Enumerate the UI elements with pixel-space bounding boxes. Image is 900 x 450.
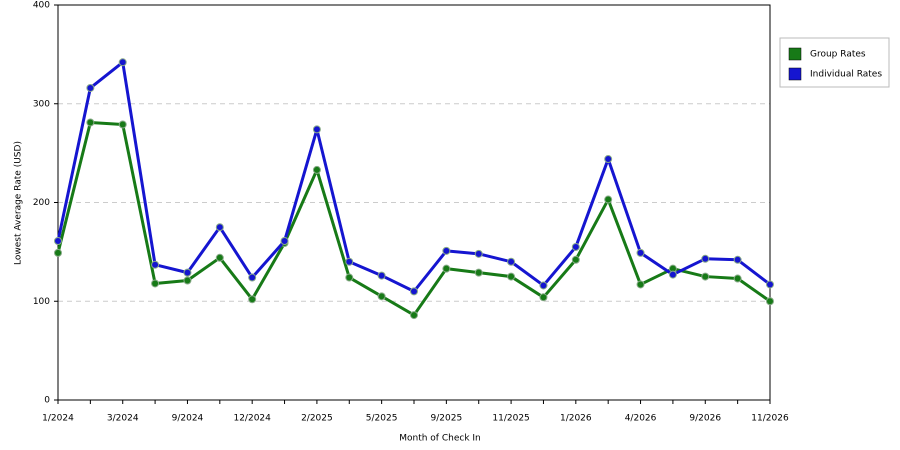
data-point xyxy=(54,237,62,246)
x-tick-label: 3/2024 xyxy=(107,414,139,424)
data-point xyxy=(86,118,95,127)
legend-swatch xyxy=(788,47,802,61)
data-point xyxy=(410,287,418,296)
data-point xyxy=(86,83,95,92)
data-point xyxy=(151,260,160,269)
legend-swatch xyxy=(788,67,802,81)
data-point xyxy=(507,272,516,281)
data-point xyxy=(312,165,321,174)
y-tick-label: 100 xyxy=(33,297,50,307)
data-point xyxy=(377,292,386,301)
x-tick-label: 9/2025 xyxy=(431,414,463,424)
y-tick-label: 0 xyxy=(44,396,50,406)
x-tick-label: 1/2026 xyxy=(560,414,592,424)
y-tick-label: 400 xyxy=(33,1,50,11)
data-point xyxy=(442,264,451,273)
x-tick-label: 4/2026 xyxy=(625,414,657,424)
data-point xyxy=(604,195,613,204)
data-point xyxy=(54,248,62,257)
x-tick-label: 11/2025 xyxy=(492,414,529,424)
data-point xyxy=(668,270,677,279)
x-tick-label: 9/2026 xyxy=(689,414,721,424)
data-point xyxy=(766,280,774,289)
data-point xyxy=(733,255,742,264)
series-line xyxy=(56,60,771,293)
x-tick-label: 1/2024 xyxy=(42,414,74,424)
x-tick-label: 9/2024 xyxy=(172,414,204,424)
data-point xyxy=(571,255,580,264)
data-point xyxy=(215,223,224,232)
y-tick-label: 300 xyxy=(33,99,50,109)
data-point xyxy=(701,254,710,263)
data-point xyxy=(701,272,710,281)
y-axis-label: Lowest Average Rate (USD) xyxy=(14,141,24,265)
data-point xyxy=(539,293,548,302)
data-point xyxy=(248,295,257,304)
data-point xyxy=(118,120,127,129)
data-point xyxy=(312,125,321,134)
data-point xyxy=(377,271,386,280)
data-point xyxy=(507,257,516,266)
data-point xyxy=(280,237,289,246)
data-point xyxy=(474,268,483,277)
data-point xyxy=(571,242,580,251)
data-point xyxy=(183,276,192,285)
data-point xyxy=(636,248,645,257)
x-tick-label: 11/2026 xyxy=(751,414,789,424)
x-tick-label: 5/2025 xyxy=(366,414,398,424)
data-point xyxy=(604,155,613,164)
data-point xyxy=(215,253,224,262)
series-line xyxy=(56,121,771,317)
data-point xyxy=(474,249,483,258)
data-point xyxy=(636,280,645,289)
y-tick-label: 200 xyxy=(33,198,50,208)
data-point xyxy=(442,246,451,255)
data-point xyxy=(248,273,257,282)
data-point xyxy=(733,274,742,283)
x-axis-label: Month of Check In xyxy=(399,434,481,444)
data-point xyxy=(151,279,160,288)
data-point xyxy=(118,58,127,67)
data-point xyxy=(345,273,354,282)
legend-label: Group Rates xyxy=(810,50,866,60)
legend-label: Individual Rates xyxy=(810,70,882,80)
data-point xyxy=(766,297,774,306)
data-point xyxy=(539,281,548,290)
data-point xyxy=(345,257,354,266)
x-tick-label: 12/2024 xyxy=(233,414,271,424)
data-point xyxy=(410,311,418,320)
data-point xyxy=(183,268,192,277)
x-tick-label: 2/2025 xyxy=(301,414,333,424)
